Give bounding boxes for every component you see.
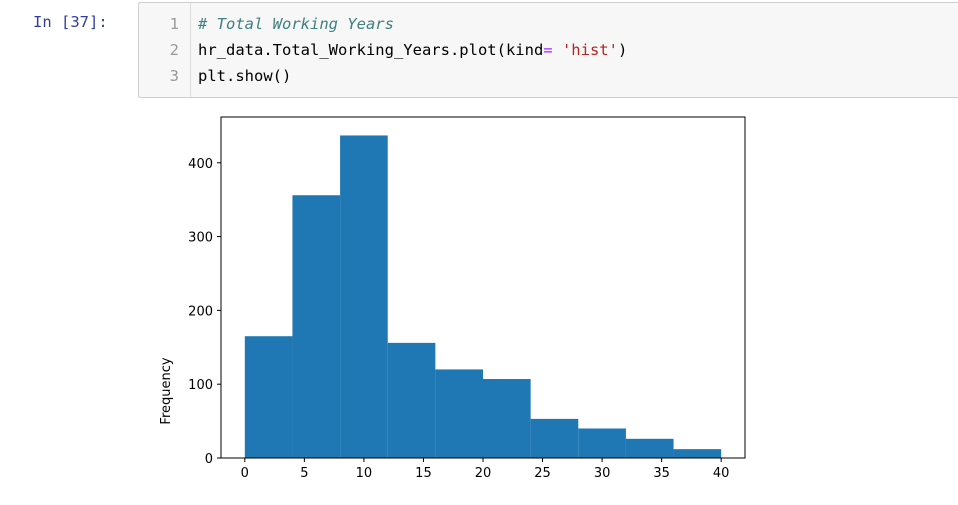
y-axis-label: Frequency [159,357,174,424]
y-tick-label: 400 [188,157,213,172]
cell-prompt: In [37]: [33,13,108,31]
x-tick-label: 0 [241,466,249,481]
histogram-bar [340,135,388,458]
code-line-1[interactable]: # Total Working Years [198,12,394,36]
histogram-bar [292,195,341,458]
code-text: hr_data.Total_Working_Years.plot(kind [198,41,544,59]
code-line-2[interactable]: hr_data.Total_Working_Years.plot(kind= '… [198,38,627,62]
code-text: plt.show() [198,67,292,85]
code-cell-input[interactable]: 1 2 3 # Total Working Years hr_data.Tota… [138,2,958,98]
line-number: 3 [169,67,179,85]
line-number-gutter: 1 2 3 [139,3,191,97]
x-tick-label: 25 [534,466,551,481]
line-number: 1 [169,15,179,33]
cell-output: 0 5 10 15 20 25 30 35 40 0 100 200 300 400 Frequency [0,100,958,501]
code-operator: = [543,41,553,59]
code-text: ) [617,41,628,59]
histogram-bar [625,438,674,458]
x-tick-label: 5 [300,466,308,481]
y-tick-label: 200 [188,304,213,319]
line-number: 2 [169,41,179,59]
x-tick-label: 40 [713,466,730,481]
histogram-chart: 0 5 10 15 20 25 30 35 40 0 100 200 300 400 Frequency [159,116,746,481]
histogram-bar [387,342,436,458]
y-tick-label: 100 [188,378,213,393]
histogram-bar [435,369,483,458]
x-tick-label: 20 [475,466,492,481]
x-tick-label: 30 [594,466,611,481]
x-tick-label: 35 [653,466,670,481]
x-tick-label: 10 [356,466,373,481]
histogram-bar [578,428,626,458]
x-tick-label: 15 [415,466,432,481]
y-tick-label: 300 [188,231,213,246]
y-axis-ticks: 0 100 200 300 400 [188,157,221,467]
code-comment: # Total Working Years [198,15,394,33]
code-space [553,41,562,59]
histogram-bar [244,336,293,458]
histogram-bar [673,449,722,458]
histogram-bar [483,379,531,458]
code-line-3[interactable]: plt.show() [198,64,291,88]
histogram-bar [530,418,579,458]
code-string: 'hist' [561,41,618,59]
histogram-bars [244,135,722,458]
y-tick-label: 0 [205,452,213,467]
x-axis-ticks: 0 5 10 15 20 25 30 35 40 [241,458,730,481]
